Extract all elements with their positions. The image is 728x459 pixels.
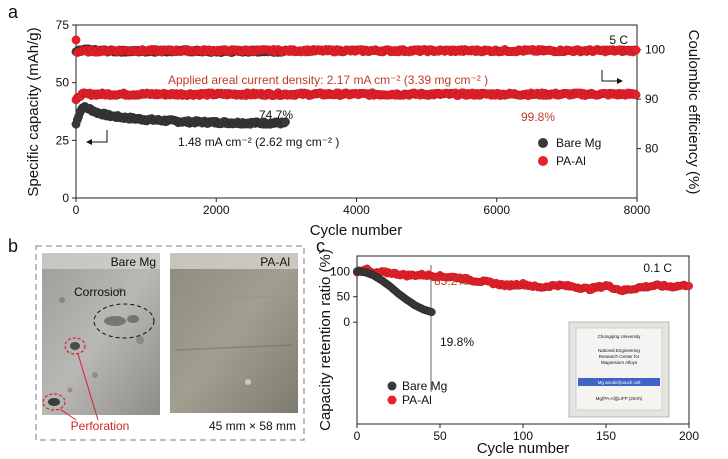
panel-a-y2-tick-label: 80 [645,142,659,156]
perforation-pointer-2 [59,408,77,421]
panel-a-legend-marker-pa-al [538,156,548,166]
panel-c-x-tick-label: 200 [679,429,699,443]
panel-a-bare-mg-retention: 74.7% [259,108,293,122]
panel-a-y-tick-label: 25 [56,133,70,147]
panel-c-legend-bare-mg: Bare Mg [402,379,447,393]
panel-c-y-tick-label: 100 [330,264,350,278]
panel-c-rate-annotation: 0.1 C [643,261,672,275]
panel-c-y-axis-label: Capacity retention ratio (%) [317,249,334,431]
panel-a-y-axis-label: Specific capacity (mAh/g) [25,27,42,196]
panel-c-point [685,282,694,291]
panel-a-arrow-to-right-axis [601,70,617,82]
panel-c-x-tick-label: 100 [513,429,533,443]
corrosion-marker [93,303,155,339]
panel-a-rate-annotation: 5 C [609,33,628,47]
panel-a-x-tick-label: 2000 [203,203,230,217]
dimensions-label: 45 mm × 58 mm [209,419,296,433]
panel-c-x-tick-label: 50 [433,429,447,443]
pouch-label-line-2: National Engineering [598,348,640,353]
panel-c-x-tick-label: 0 [354,429,361,443]
panel-a-axes: 0 2000 4000 6000 8000 0 25 50 75 80 90 100 [56,18,666,217]
pouch-label-line-3: Research Center for [599,354,640,359]
panel-c-label: c [316,236,325,256]
panel-c-series-1 [353,267,436,317]
panel-c-axes: 0 50 100 150 200 0 50 100 [330,264,699,443]
panel-c-x-tick-label: 150 [596,429,616,443]
panel-a-legend: Bare Mg PA-Al [538,136,601,168]
panel-c-point [427,308,436,317]
panel-c-series-0 [353,264,694,296]
panel-a-x-axis-label: Cycle number [310,222,403,239]
panel-a-arrowhead-left [86,139,92,145]
panel-a-x-tick-label: 4000 [343,203,370,217]
panel-a-y2-tick-label: 100 [645,43,665,57]
panel-c-x-axis-label: Cycle number [477,440,570,457]
panel-a-x-tick-label: 6000 [483,203,510,217]
panel-a-legend-marker-bare-mg [538,138,548,148]
panel-c-y-tick-label: 50 [337,290,351,304]
pouch-label-line-4: Magnesium Alloys [601,360,638,365]
corrosion-label: Corrosion [74,285,126,299]
pa-al-photo [170,253,298,413]
panel-c-y-tick-label: 0 [343,315,350,329]
panel-a-pa-al-retention: 99.8% [521,110,555,124]
panel-a-point [631,45,641,55]
panel-c-pa-al-retention: 85.2% [434,274,468,288]
panel-a-point [71,35,81,45]
panel-c-legend: Bare Mg PA-Al [387,379,447,407]
perforation-marker-1 [64,337,86,355]
panel-a-series-2 [71,88,641,105]
perforation-pointer-1 [77,353,99,421]
panel-a-pa-al-condition: Applied areal current density: 2.17 mA c… [168,73,488,87]
panel-b-label: b [8,236,18,256]
panel-c-points [353,264,694,317]
panel-a-arrow-to-left-axis [92,130,108,143]
panel-c-bare-mg-retention: 19.8% [440,335,474,349]
panel-a-point [631,90,641,100]
panel-a-bare-mg-condition: 1.48 mA cm⁻² (2.62 mg cm⁻² ) [178,135,339,149]
bare-mg-photo [42,253,160,415]
panel-a-x-tick-label: 8000 [624,203,651,217]
panel-a-y-tick-label: 50 [56,76,70,90]
panel-c-legend-marker-bare-mg [387,381,397,391]
panel-a-y2-axis-label: Coulombic efficiency (%) [685,30,702,195]
pouch-label-line-6: Mg(PA-Al)||LiFP (20Ah) [596,396,643,401]
panel-c-legend-pa-al: PA-Al [402,393,432,407]
panel-a-legend-bare-mg: Bare Mg [556,136,601,150]
panel-a-y-tick-label: 75 [56,18,70,32]
bare-mg-photo-label: Bare Mg [111,255,156,269]
pouch-cell-photo [568,321,670,418]
panel-b-frame [35,245,305,441]
perforation-marker-2 [42,393,66,411]
panel-a-legend-pa-al: PA-Al [556,154,586,168]
pa-al-photo-label: PA-Al [260,255,290,269]
panel-c-legend-marker-pa-al [387,395,397,405]
panel-a-series-3 [71,35,641,57]
panel-a-y2-tick-label: 90 [645,92,659,106]
pouch-label-line-5: Mg anode//pouch cell [598,380,641,385]
panel-a-y-tick-label: 0 [62,191,69,205]
pouch-label-line-1: Chongqing University [598,334,642,339]
panel-a-label: a [8,2,19,22]
perforation-label: Perforation [71,419,130,433]
panel-a-arrowhead-right [617,78,623,84]
panel-a-point [281,117,290,127]
panel-a-points [71,35,641,129]
panel-a-x-tick-label: 0 [73,203,80,217]
panel-a-series-0 [71,102,290,129]
